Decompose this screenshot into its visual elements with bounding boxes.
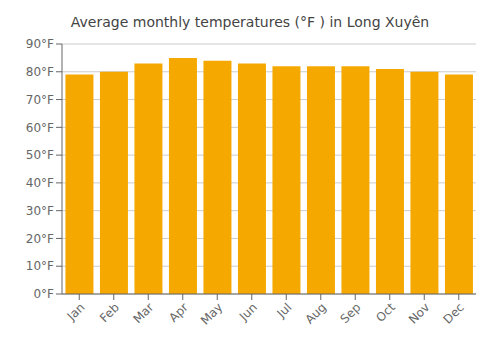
svg-text:Jun: Jun bbox=[236, 300, 260, 324]
svg-text:Feb: Feb bbox=[97, 300, 122, 325]
svg-text:Aug: Aug bbox=[302, 300, 328, 326]
svg-text:Apr: Apr bbox=[166, 300, 191, 325]
svg-text:20°F: 20°F bbox=[26, 232, 54, 246]
svg-text:Oct: Oct bbox=[373, 300, 398, 325]
svg-text:Nov: Nov bbox=[406, 300, 432, 326]
svg-text:Mar: Mar bbox=[130, 300, 156, 326]
svg-text:50°F: 50°F bbox=[26, 148, 54, 162]
html-text:Average monthly temperatures (: Average monthly temperatures (°F ) in Lo… bbox=[70, 14, 430, 30]
svg-text:Jan: Jan bbox=[64, 300, 88, 324]
svg-text:60°F: 60°F bbox=[26, 121, 54, 135]
svg-text:90°F: 90°F bbox=[26, 37, 54, 51]
svg-text:Dec: Dec bbox=[441, 300, 467, 326]
svg-text:0°F: 0°F bbox=[33, 287, 54, 301]
svg-text:80°F: 80°F bbox=[26, 65, 54, 79]
svg-text:Jul: Jul bbox=[274, 300, 295, 321]
svg-text:70°F: 70°F bbox=[26, 93, 54, 107]
svg-text:Sep: Sep bbox=[337, 300, 363, 326]
svg-text:10°F: 10°F bbox=[26, 259, 54, 273]
svg-text:30°F: 30°F bbox=[26, 204, 54, 218]
svg-text:40°F: 40°F bbox=[26, 176, 54, 190]
svg-text:May: May bbox=[198, 300, 225, 327]
